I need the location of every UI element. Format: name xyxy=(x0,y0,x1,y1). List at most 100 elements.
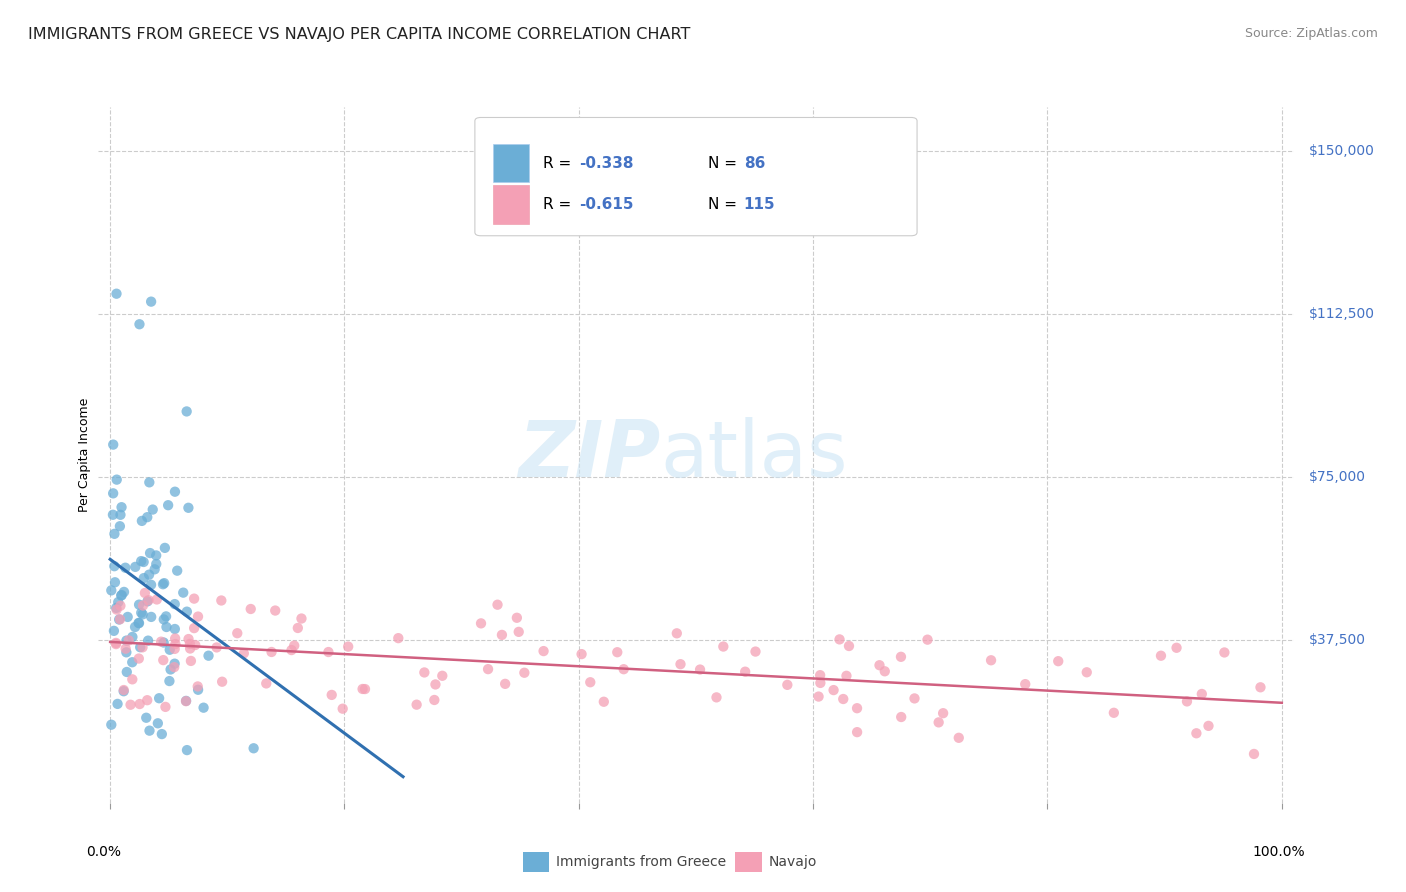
Point xyxy=(706,690,728,705)
Point xyxy=(155,620,177,634)
Point xyxy=(183,591,205,606)
Point xyxy=(138,723,160,738)
Point xyxy=(129,554,152,568)
Point xyxy=(405,698,427,712)
Point xyxy=(105,637,128,651)
Point xyxy=(136,633,159,648)
Bar xyxy=(735,852,762,872)
Point xyxy=(112,684,135,698)
Text: N =: N = xyxy=(709,156,742,170)
Point xyxy=(145,549,167,563)
Point xyxy=(776,678,799,692)
Point xyxy=(163,622,186,636)
Point xyxy=(148,691,170,706)
Point xyxy=(470,616,492,631)
Point xyxy=(152,635,174,649)
Point xyxy=(592,695,614,709)
Point xyxy=(128,318,150,332)
Point xyxy=(117,610,139,624)
Point xyxy=(665,626,688,640)
Point xyxy=(873,665,896,679)
Point xyxy=(1243,747,1265,761)
Point xyxy=(100,583,122,598)
Point xyxy=(1014,677,1036,691)
Point xyxy=(903,691,925,706)
Point xyxy=(103,624,125,638)
Point xyxy=(932,706,955,721)
Point xyxy=(287,621,309,635)
Point xyxy=(136,510,159,524)
Point xyxy=(193,700,215,714)
Point xyxy=(508,624,530,639)
Point xyxy=(115,665,138,679)
Point xyxy=(176,404,198,418)
Point xyxy=(101,508,124,522)
Point xyxy=(110,500,132,515)
Point xyxy=(152,612,174,626)
Point xyxy=(613,662,636,676)
Point xyxy=(150,727,173,741)
Point xyxy=(506,611,529,625)
Point xyxy=(132,599,155,613)
Point xyxy=(121,630,143,644)
Point xyxy=(112,683,135,698)
Point xyxy=(108,613,131,627)
Point xyxy=(139,546,162,560)
Point xyxy=(145,557,167,571)
Point xyxy=(107,595,129,609)
Point xyxy=(105,602,128,616)
Point xyxy=(260,645,283,659)
FancyBboxPatch shape xyxy=(475,118,917,235)
Point xyxy=(138,475,160,490)
Text: 0.0%: 0.0% xyxy=(87,845,121,858)
Point xyxy=(129,606,152,620)
Point xyxy=(846,725,869,739)
Text: R =: R = xyxy=(543,156,576,170)
Point xyxy=(352,681,374,696)
Text: N =: N = xyxy=(709,197,742,212)
Point xyxy=(103,526,125,541)
Point xyxy=(153,576,176,591)
Text: $150,000: $150,000 xyxy=(1309,144,1375,158)
Point xyxy=(264,603,287,617)
Point xyxy=(141,610,163,624)
Point xyxy=(669,657,692,672)
Point xyxy=(183,621,205,635)
Point xyxy=(157,498,180,512)
Point xyxy=(101,486,124,500)
Point xyxy=(143,562,166,576)
Text: $75,000: $75,000 xyxy=(1309,470,1367,483)
Point xyxy=(846,701,869,715)
Point xyxy=(579,675,602,690)
Point xyxy=(111,588,134,602)
Point xyxy=(105,286,128,301)
Bar xyxy=(523,852,548,872)
Point xyxy=(1213,645,1236,659)
Point xyxy=(744,644,766,658)
Point xyxy=(890,710,912,724)
Point xyxy=(153,541,176,555)
Point xyxy=(159,642,181,657)
Point xyxy=(1175,694,1198,708)
Point xyxy=(187,680,209,694)
Point xyxy=(807,690,830,704)
Text: -0.338: -0.338 xyxy=(579,156,633,170)
Text: Immigrants from Greece: Immigrants from Greece xyxy=(557,855,727,869)
Point xyxy=(179,641,201,656)
Point xyxy=(152,653,174,667)
Text: $37,500: $37,500 xyxy=(1309,632,1367,647)
Text: atlas: atlas xyxy=(661,417,848,493)
Point xyxy=(108,612,131,626)
Point xyxy=(129,640,152,655)
Point xyxy=(808,668,831,682)
Point xyxy=(112,585,135,599)
Text: IMMIGRANTS FROM GREECE VS NAVAJO PER CAPITA INCOME CORRELATION CHART: IMMIGRANTS FROM GREECE VS NAVAJO PER CAP… xyxy=(28,27,690,42)
Point xyxy=(108,519,131,533)
Point xyxy=(425,677,447,691)
Point xyxy=(232,646,254,660)
Point xyxy=(494,677,516,691)
Point xyxy=(131,640,153,655)
Point xyxy=(139,578,162,592)
Point xyxy=(205,640,228,655)
Point xyxy=(808,676,831,690)
